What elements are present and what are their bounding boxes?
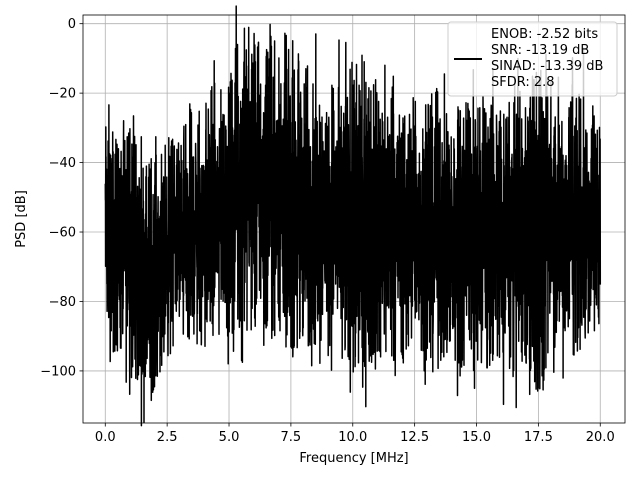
legend-entry-sfdr: SFDR: 2.8 [491,75,555,90]
x-tick-label: 0.0 [95,430,116,445]
x-tick-label: 5.0 [219,430,240,445]
y-tick-label: 0 [68,17,76,32]
x-axis-label: Frequency [MHz] [299,451,408,466]
x-tick-label: 7.5 [281,430,302,445]
x-tick-label: 20.0 [586,430,615,445]
x-axis-ticks: 0.0 2.5 5.0 7.5 10.0 12.5 15.0 17.5 20.0 [95,423,615,445]
y-axis-label: PSD [dB] [14,190,29,248]
legend-entry-enob: ENOB: -2.52 bits [491,27,598,42]
y-tick-label: −60 [49,226,76,241]
y-tick-label: −20 [49,87,76,102]
legend-entry-sinad: SINAD: -13.39 dB [491,59,603,74]
x-tick-label: 2.5 [157,430,178,445]
y-tick-label: −100 [40,364,76,379]
legend-box [447,21,618,97]
series-layer [104,5,602,427]
legend: ENOB: -2.52 bits SNR: -13.19 dB SINAD: -… [447,21,618,97]
x-tick-label: 17.5 [524,430,553,445]
axes-frame [82,14,626,424]
y-tick-label: −80 [49,295,76,310]
psd-series-line [104,5,602,427]
x-tick-label: 15.0 [462,430,491,445]
x-tick-label: 12.5 [400,430,429,445]
x-tick-label: 10.0 [338,430,367,445]
y-axis-ticks: 0 −20 −40 −60 −80 −100 [40,17,83,379]
legend-entry-snr: SNR: -13.19 dB [491,43,589,58]
y-tick-label: −40 [49,156,76,171]
